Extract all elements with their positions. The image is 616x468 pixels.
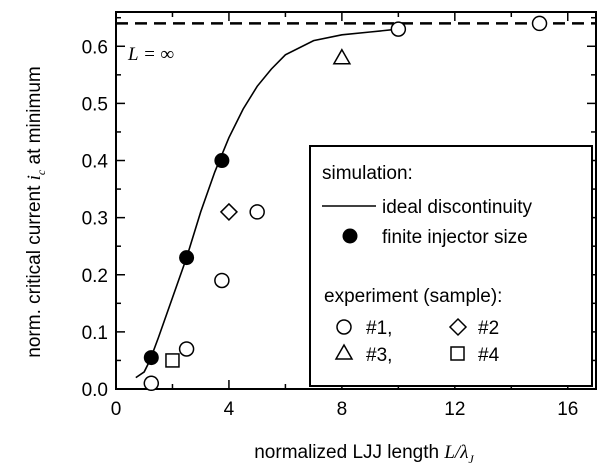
legend-label-sample-2: #2 <box>478 318 499 339</box>
legend-label-ideal-discontinuity: ideal discontinuity <box>382 197 532 218</box>
x-tick-label: 8 <box>337 399 348 420</box>
point-finite-injector <box>143 350 159 366</box>
y-tick-label: 0.2 <box>82 266 108 287</box>
y-tick-label: 0.4 <box>82 152 109 173</box>
legend-label-sample-1: #1, <box>366 318 392 339</box>
point-sample-1 <box>390 21 407 37</box>
y-tick-label: 0.3 <box>82 209 108 230</box>
legend-box <box>309 145 593 387</box>
axes-layer: 0 4 8 12 16 0.0 0.1 0.2 0.3 0.4 0.5 0.6 <box>82 11 597 420</box>
legend-label-finite-injector-size: finite injector size <box>382 227 528 248</box>
legend-marker-open-circle <box>336 319 352 335</box>
legend-marker-filled-circle <box>342 228 358 244</box>
point-sample-3 <box>332 48 352 65</box>
point-sample-2 <box>219 202 239 221</box>
y-tick-label: 0.5 <box>82 94 108 115</box>
y-axis-label: norm. critical current ic at minimum <box>24 66 48 357</box>
y-tick-label: 0.1 <box>82 323 108 344</box>
point-finite-injector <box>214 153 230 169</box>
legend-heading-simulation: simulation: <box>322 163 413 184</box>
legend-label-sample-4: #4 <box>478 345 500 366</box>
data-layer <box>116 15 596 392</box>
x-tick-label: 16 <box>557 399 578 420</box>
asymptote-label: L = ∞ <box>127 44 174 65</box>
legend-label-sample-3: #3, <box>366 345 392 366</box>
legend-marker-open-diamond <box>448 317 468 337</box>
point-sample-1 <box>214 272 230 289</box>
y-tick-label: 0.0 <box>82 380 108 401</box>
point-sample-1 <box>249 204 265 220</box>
y-tick-label: 0.6 <box>82 37 108 58</box>
x-tick-label: 0 <box>111 399 122 420</box>
legend-marker-open-square <box>450 346 465 361</box>
axis-labels: normalized LJJ length L/λJ norm. critica… <box>24 44 474 466</box>
x-tick-label: 12 <box>444 399 465 420</box>
legend: simulation: ideal discontinuity finite i… <box>309 145 593 387</box>
point-sample-1 <box>531 15 548 32</box>
legend-marker-open-triangle <box>334 343 354 360</box>
legend-heading-experiment: experiment (sample): <box>324 286 502 307</box>
point-sample-1 <box>178 341 195 357</box>
point-sample-1 <box>143 375 160 392</box>
point-sample-4 <box>165 353 180 368</box>
series-line-ideal-discontinuity <box>135 28 399 379</box>
x-axis-label: normalized LJJ length L/λJ <box>254 442 474 466</box>
plot-frame <box>115 11 597 390</box>
x-tick-label: 4 <box>224 399 235 420</box>
point-finite-injector <box>179 250 195 266</box>
